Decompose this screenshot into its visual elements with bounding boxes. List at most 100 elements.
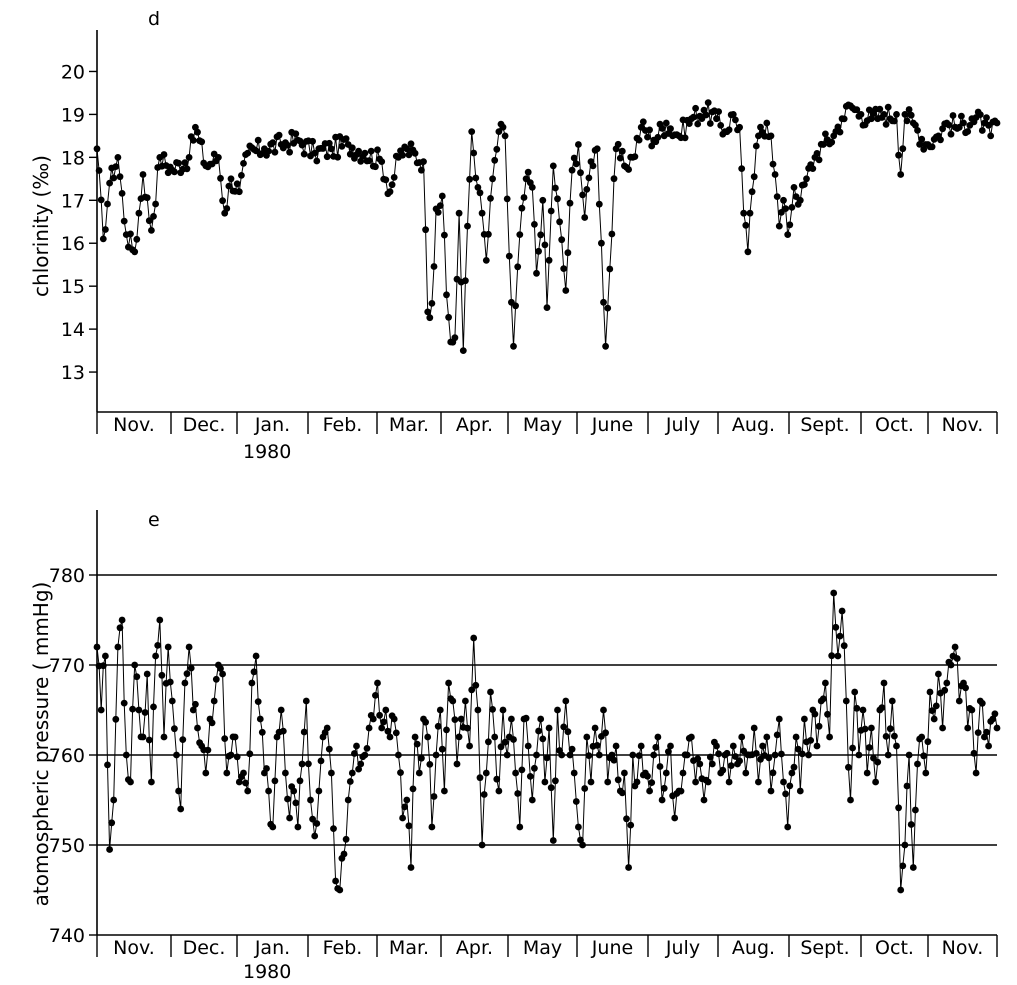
data-point (575, 141, 582, 148)
data-point (750, 724, 758, 732)
data-point (271, 777, 279, 785)
y-tick-label: 15 (61, 276, 85, 298)
data-point (376, 711, 383, 719)
data-point (413, 740, 421, 748)
data-point (428, 300, 436, 307)
data-point (897, 886, 905, 894)
data-point (411, 733, 419, 741)
data-point (240, 160, 247, 167)
data-point (476, 774, 484, 782)
data-point (118, 616, 126, 624)
data-point (436, 706, 444, 714)
data-point (139, 733, 147, 741)
data-point (141, 709, 149, 716)
data-point (181, 159, 189, 167)
data-point (916, 141, 923, 148)
data-point (189, 136, 197, 144)
data-point (905, 751, 913, 759)
data-point (606, 265, 614, 273)
data-point (342, 835, 350, 843)
data-point (189, 706, 197, 714)
month-label: Jan. (254, 414, 290, 436)
month-label: July (665, 937, 700, 959)
data-point (290, 787, 298, 795)
data-point (541, 778, 549, 786)
data-point (600, 298, 607, 306)
data-point (909, 864, 917, 871)
data-point (608, 751, 616, 759)
data-point (422, 718, 429, 726)
data-point (231, 733, 239, 741)
data-point (399, 151, 406, 159)
data-point (503, 195, 511, 203)
data-point (543, 304, 551, 311)
data-point (922, 769, 930, 777)
data-point (539, 196, 547, 204)
data-point (796, 787, 804, 795)
data-point (570, 769, 578, 777)
data-point (139, 171, 147, 178)
data-point (895, 151, 902, 159)
data-point (886, 725, 894, 733)
data-point (725, 778, 733, 786)
data-point (568, 745, 576, 753)
data-point (552, 184, 559, 192)
data-point (455, 209, 463, 217)
data-point (158, 671, 166, 679)
month-label: Oct. (875, 414, 914, 436)
data-point (627, 821, 635, 829)
data-point (104, 761, 111, 769)
data-point (131, 661, 139, 669)
data-point (118, 190, 126, 197)
data-point (560, 723, 568, 731)
data-point (564, 728, 572, 736)
month-label: Jan. (254, 937, 290, 959)
data-point (286, 814, 293, 822)
data-point (554, 195, 561, 203)
data-point (233, 753, 241, 761)
month-label: June (591, 414, 633, 436)
data-point (269, 823, 277, 831)
data-point (531, 764, 538, 772)
data-point (773, 193, 781, 201)
data-point (658, 124, 666, 132)
data-point (284, 141, 291, 149)
data-point (935, 670, 942, 678)
data-point (600, 706, 607, 714)
data-point (116, 624, 124, 632)
data-point (154, 642, 162, 649)
data-point (443, 291, 450, 299)
data-point (474, 706, 482, 714)
data-point (110, 174, 118, 182)
data-point (430, 793, 438, 800)
data-point (715, 750, 722, 758)
data-point (133, 673, 141, 681)
data-point (194, 128, 201, 136)
data-point (415, 769, 423, 777)
data-point (857, 111, 865, 118)
data-point (905, 106, 913, 113)
data-point (485, 230, 492, 238)
data-point (514, 263, 522, 271)
data-point (623, 815, 630, 823)
data-point (187, 664, 195, 672)
data-point (914, 760, 921, 768)
data-point (202, 769, 210, 777)
data-point (614, 776, 622, 784)
data-point (790, 184, 798, 191)
data-point (752, 142, 760, 150)
data-point (510, 736, 517, 743)
data-point (405, 822, 413, 830)
data-point (250, 668, 258, 676)
data-point (430, 263, 438, 270)
data-point (692, 778, 699, 786)
month-label: Apr. (456, 414, 493, 436)
year-label-d: 1980 (243, 441, 291, 463)
y-axis-ticks-chlorinity: 13 14 15 16 17 18 19 20 (61, 30, 98, 412)
data-point (466, 742, 473, 750)
data-point (629, 751, 637, 759)
data-point (618, 789, 626, 797)
data-point (560, 265, 568, 272)
data-point (143, 670, 151, 678)
month-label: Apr. (456, 937, 493, 959)
